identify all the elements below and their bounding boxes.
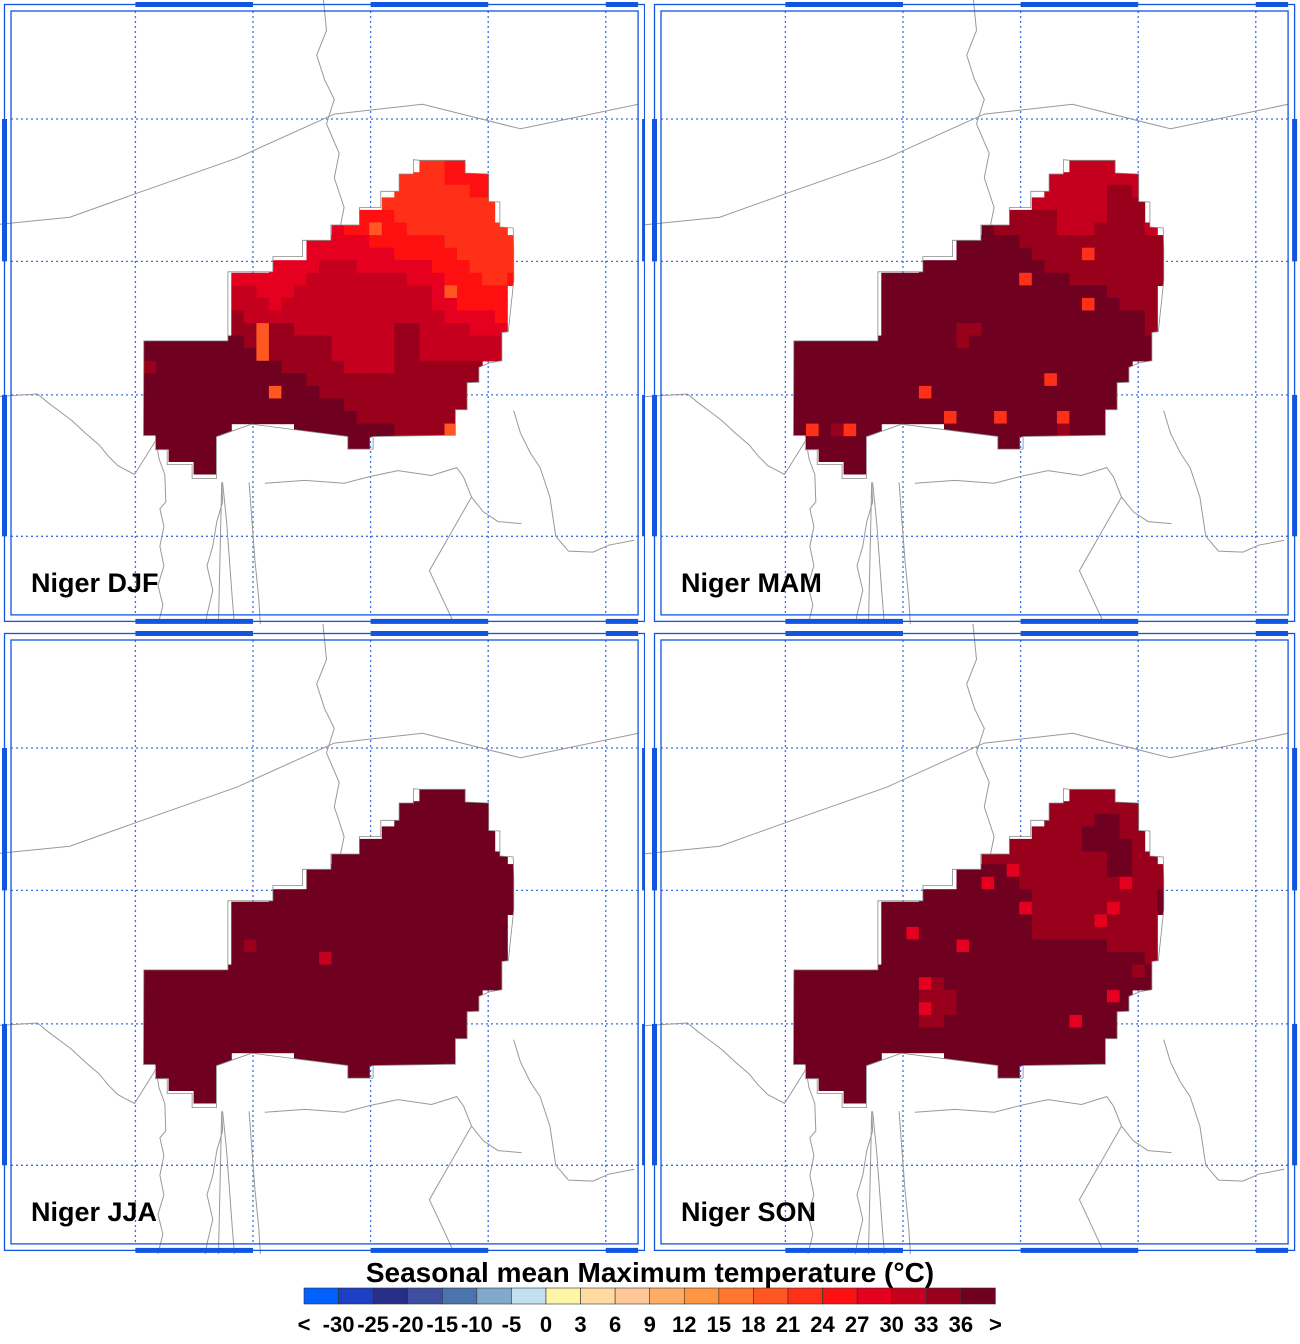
svg-text:Seasonal mean Maximum temperat: Seasonal mean Maximum temperature (°C) (366, 1257, 934, 1288)
svg-text:Niger JJA: Niger JJA (31, 1197, 157, 1227)
svg-text:<: < (298, 1312, 311, 1337)
svg-text:12: 12 (672, 1312, 696, 1337)
svg-text:30: 30 (879, 1312, 903, 1337)
svg-text:Niger SON: Niger SON (681, 1197, 816, 1227)
svg-text:6: 6 (609, 1312, 621, 1337)
svg-text:18: 18 (741, 1312, 765, 1337)
svg-text:-20: -20 (392, 1312, 424, 1337)
svg-text:36: 36 (949, 1312, 973, 1337)
svg-text:Niger DJF: Niger DJF (31, 568, 158, 598)
svg-text:27: 27 (845, 1312, 869, 1337)
svg-text:9: 9 (644, 1312, 656, 1337)
svg-text:-10: -10 (461, 1312, 493, 1337)
svg-text:Niger MAM: Niger MAM (681, 568, 822, 598)
svg-text:-5: -5 (502, 1312, 522, 1337)
svg-text:>: > (989, 1312, 1002, 1337)
svg-text:-25: -25 (357, 1312, 389, 1337)
svg-text:21: 21 (776, 1312, 800, 1337)
svg-text:3: 3 (574, 1312, 586, 1337)
svg-text:0: 0 (540, 1312, 552, 1337)
svg-text:-15: -15 (426, 1312, 458, 1337)
svg-text:24: 24 (810, 1312, 835, 1337)
svg-text:33: 33 (914, 1312, 938, 1337)
svg-text:-30: -30 (323, 1312, 355, 1337)
svg-text:15: 15 (707, 1312, 731, 1337)
